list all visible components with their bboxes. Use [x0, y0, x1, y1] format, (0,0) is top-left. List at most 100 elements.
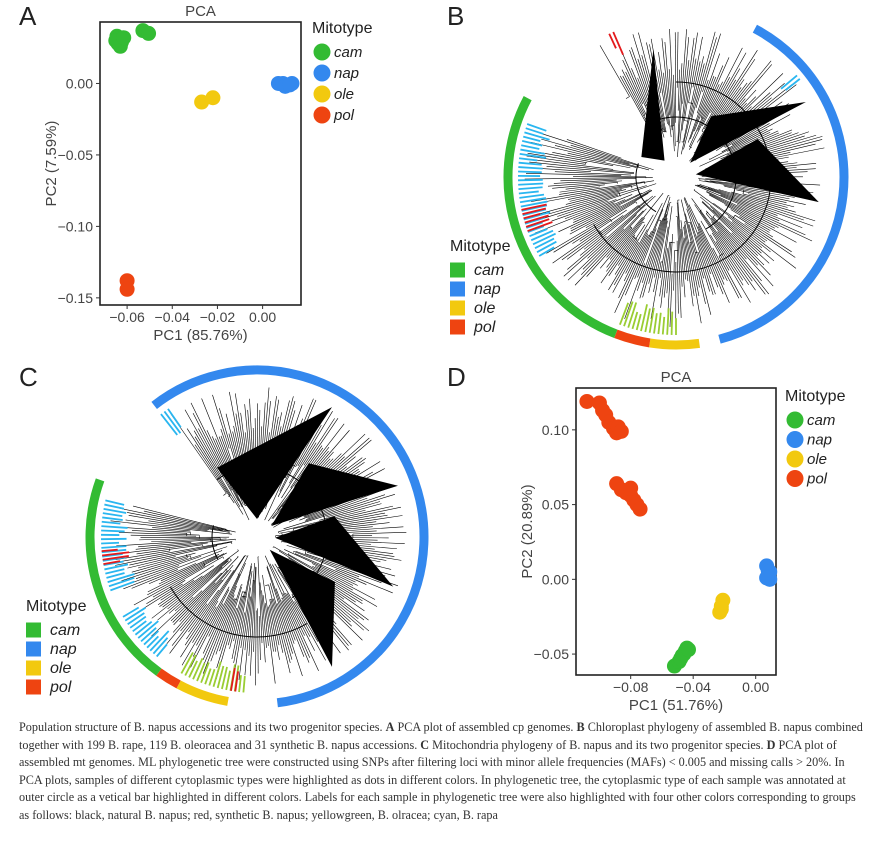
tree-branch — [718, 221, 771, 276]
tree-branch — [731, 191, 788, 208]
tree-branch — [695, 106, 752, 159]
tree-branch — [740, 182, 781, 188]
tree-branch — [305, 453, 342, 489]
tree-branch — [240, 570, 253, 649]
tree-internal-arc — [221, 580, 224, 582]
tree-branch — [305, 553, 399, 587]
tip-label-label_cyan — [167, 408, 182, 428]
tree-branch — [637, 77, 653, 115]
tree-branch — [579, 209, 627, 242]
tree-internal-arc — [635, 201, 638, 204]
tree-internal-arc — [712, 214, 715, 218]
tree-branch — [717, 84, 797, 146]
tree-branch — [202, 574, 240, 654]
tree-branch — [204, 585, 237, 664]
tree-branch — [257, 409, 261, 504]
tip-label-label_red — [521, 203, 547, 211]
tree-branch — [705, 151, 791, 171]
tree-internal-arc — [642, 221, 645, 224]
tree-branch — [614, 231, 652, 313]
mitotype-ring-pol — [614, 329, 651, 348]
tree-branch — [560, 178, 637, 182]
tree-internal-arc — [630, 227, 632, 229]
tree-branch — [294, 564, 369, 621]
data-point-ole — [713, 601, 729, 617]
tree-branch — [564, 199, 617, 220]
tree-internal-arc — [293, 503, 296, 506]
tip-label-label_cyan — [102, 553, 123, 558]
tip-label-label_cyan — [519, 153, 547, 159]
tree-branch — [247, 409, 255, 500]
tree-branch — [269, 604, 280, 660]
tree-branch — [286, 545, 396, 577]
tree-branch — [158, 556, 217, 585]
x-tick-label: −0.04 — [675, 679, 711, 695]
tree-internal-arc — [625, 96, 630, 99]
tip-label-label_cyan — [522, 208, 547, 217]
tree-branch — [738, 177, 785, 180]
tree-internal-arc — [648, 235, 651, 237]
tree-branch — [756, 131, 810, 150]
tree-branch — [705, 210, 774, 287]
tree-branch — [281, 450, 329, 507]
data-point-pol — [613, 423, 629, 439]
tree-branch — [701, 174, 788, 177]
tree-branch — [291, 594, 313, 628]
tree-branch — [636, 220, 662, 291]
tree-branch — [285, 592, 315, 651]
tree-branch — [244, 404, 251, 460]
data-point-ole — [205, 90, 221, 106]
tree-branch — [679, 60, 690, 144]
tip-label-label_cyan — [521, 204, 548, 212]
tree-internal-arc — [651, 231, 654, 233]
tip-label-label_cyan — [101, 545, 127, 549]
tree-branch — [606, 221, 644, 272]
tree-branch — [695, 37, 717, 109]
tree-branch — [151, 596, 194, 637]
tree-branch — [608, 237, 635, 277]
tree-branch — [683, 237, 694, 307]
tree-branch — [718, 189, 796, 213]
tree-branch — [683, 31, 716, 150]
panel-letter-c: C — [19, 362, 38, 392]
tree-branch — [288, 486, 367, 523]
y-axis-label: PC2 (7.59%) — [43, 121, 60, 207]
tree-branch — [172, 572, 222, 623]
tree-branch — [559, 181, 645, 195]
tree-branch — [212, 394, 230, 449]
tree-branch — [269, 563, 305, 636]
tree-branch — [546, 193, 649, 254]
tree-branch — [697, 251, 710, 292]
tree-branch — [162, 550, 239, 608]
tree-internal-arc — [244, 490, 248, 492]
tree-branch — [529, 158, 614, 170]
y-tick-label: 0.05 — [542, 497, 569, 513]
tree-branch — [563, 204, 646, 277]
tree-branch — [554, 171, 632, 176]
tip-label-label_cyan — [129, 615, 147, 629]
caption-text-b: Chloroplast phylogeny of assembled B. na… — [19, 720, 863, 752]
tree-branch — [677, 202, 683, 287]
tree-branch — [613, 242, 639, 286]
tree-branch — [700, 196, 763, 249]
tip-label-label_yg — [666, 308, 670, 335]
tip-label-label_yg — [661, 316, 666, 335]
tip-label-label_red — [522, 207, 547, 216]
tip-label-label_yg — [216, 665, 225, 689]
tree-branch — [538, 152, 614, 166]
tree-branch — [544, 185, 632, 203]
tip-label-label_cyan — [122, 606, 140, 618]
tree-branch — [286, 593, 311, 637]
tree-branch — [227, 591, 243, 646]
tree-internal-arc — [632, 236, 638, 240]
tree-branch — [210, 598, 235, 662]
tree-branch — [233, 566, 252, 663]
tree-branch — [608, 214, 654, 291]
tree-branch — [295, 429, 317, 467]
tree-branch — [696, 79, 737, 143]
tree-branch — [273, 418, 303, 494]
tree-branch — [573, 202, 615, 221]
tree-branch — [216, 586, 242, 669]
tree-branch — [265, 410, 296, 510]
tree-branch — [274, 400, 290, 465]
